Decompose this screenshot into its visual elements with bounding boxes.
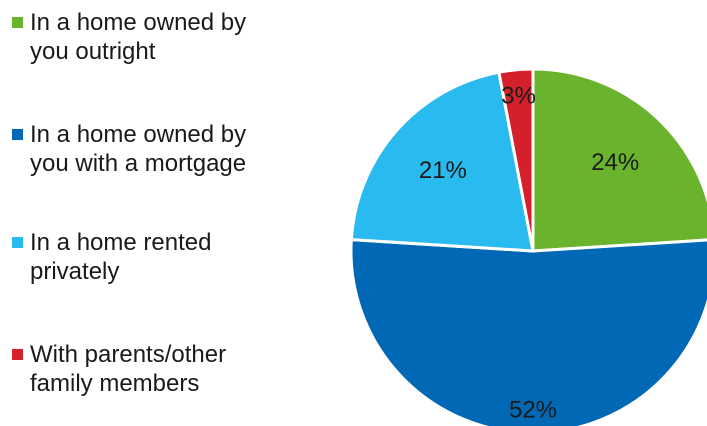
data-label: 3%	[501, 82, 536, 109]
legend-label: In a home rented privately	[30, 229, 212, 285]
legend-swatch	[12, 129, 23, 140]
data-label: 52%	[509, 396, 557, 423]
pie-slice	[497, 67, 535, 252]
pie-slice	[349, 70, 535, 253]
data-label: 24%	[591, 149, 639, 176]
legend-label: With parents/other family members	[30, 341, 227, 397]
legend-item: With parents/other family members	[10, 340, 280, 398]
legend-item: In a home owned by you with a mortgage	[10, 120, 280, 178]
legend-swatch	[12, 17, 23, 28]
data-label: 21%	[419, 157, 467, 184]
legend-label: In a home owned by you outright	[30, 9, 247, 65]
legend-item: In a home owned by you outright	[10, 8, 280, 66]
legend-label: In a home owned by you with a mortgage	[30, 121, 247, 177]
legend-swatch	[12, 349, 23, 360]
pie-slice	[531, 67, 707, 253]
legend-swatch	[12, 237, 23, 248]
legend-item: In a home rented privately	[10, 228, 280, 286]
pie-slice	[349, 237, 707, 426]
